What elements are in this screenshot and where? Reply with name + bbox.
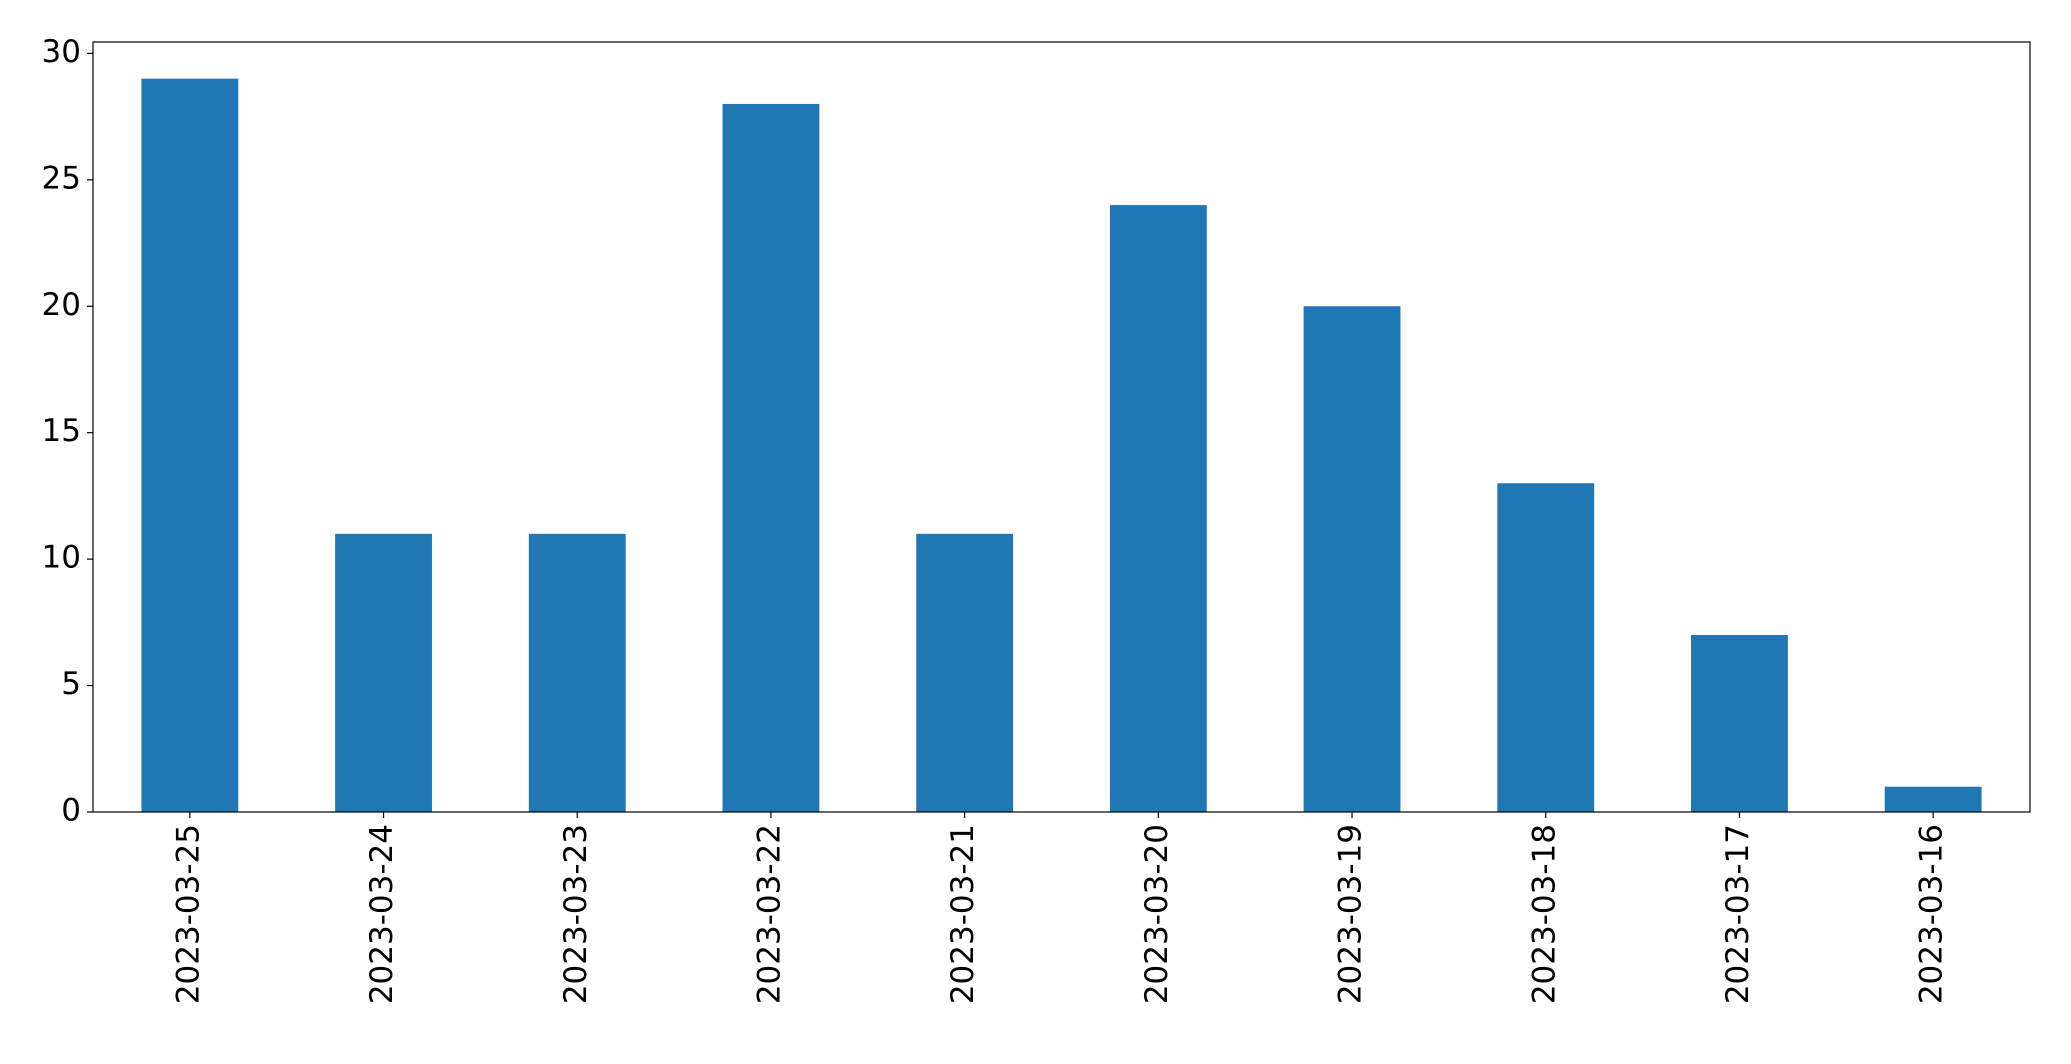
x-tick-label: 2023-03-23 (558, 824, 594, 1004)
x-tick-label: 2023-03-19 (1333, 824, 1369, 1004)
bar (1303, 306, 1401, 812)
x-tick-label: 2023-03-20 (1139, 824, 1175, 1004)
plot-frame (92, 41, 2031, 813)
bar (1884, 786, 1982, 812)
bar (335, 533, 432, 812)
bar (1497, 483, 1595, 812)
y-tick-label: 25 (42, 160, 81, 196)
x-tick-label: 2023-03-25 (170, 824, 206, 1004)
x-tick-label: 2023-03-17 (1720, 824, 1756, 1004)
bar (916, 533, 1014, 812)
x-tick-label: 2023-03-24 (364, 824, 400, 1004)
bar (722, 103, 820, 812)
bar (1691, 634, 1788, 812)
y-tick-label: 15 (42, 413, 81, 449)
y-tick-label: 5 (61, 666, 81, 702)
y-tick-label: 0 (61, 793, 81, 829)
y-tick-label: 10 (42, 540, 81, 576)
y-tick-label: 20 (42, 287, 81, 323)
bar (141, 78, 239, 812)
x-tick-label: 2023-03-21 (945, 824, 981, 1004)
y-tick-label: 30 (42, 34, 81, 70)
x-tick-label: 2023-03-18 (1526, 824, 1562, 1004)
bar (1109, 205, 1207, 812)
x-tick-label: 2023-03-22 (751, 824, 787, 1004)
bar (528, 533, 626, 812)
x-tick-label: 2023-03-16 (1914, 824, 1950, 1004)
